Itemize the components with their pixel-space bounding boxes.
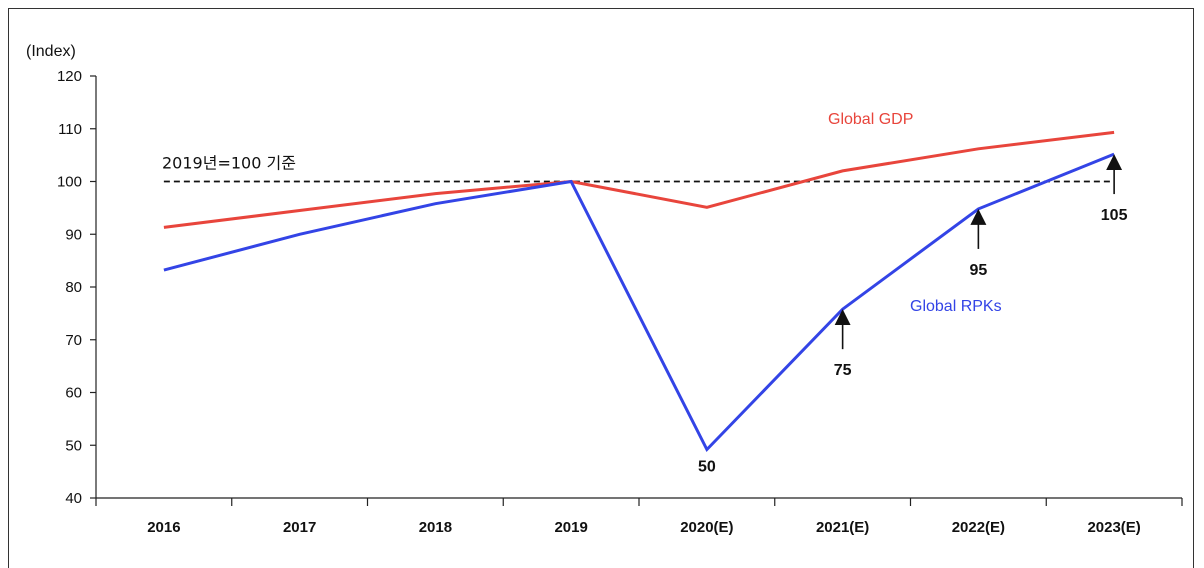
y-tick-label: 120 [57, 68, 82, 85]
x-tick-label: 2019 [554, 519, 587, 536]
global-rpks-line [163, 152, 1115, 453]
global-gdp-legend-label: Global GDP [828, 111, 913, 128]
series-layer: Global GDP Global RPKs [163, 111, 1115, 453]
data-label: 105 [1101, 207, 1128, 224]
axes: 40 50 60 70 80 90 100 110 120 2016 2017 2018 2019 202… [57, 68, 1183, 536]
reference-line-group: 2019년=100 기준 [162, 154, 1115, 183]
y-tick-label: 70 [65, 332, 82, 349]
y-tick-label: 80 [65, 279, 82, 296]
chart-frame [8, 8, 1194, 568]
x-tick-label: 2016 [147, 519, 180, 536]
y-tick-label: 110 [58, 121, 82, 138]
y-axis-unit-label: (Index) [26, 43, 76, 60]
x-tick-label: 2017 [283, 519, 316, 536]
y-tick-label: 90 [65, 226, 82, 243]
global-gdp-line [163, 130, 1115, 229]
x-tick-label: 2020(E) [680, 519, 733, 536]
y-tick-label: 60 [65, 385, 82, 402]
x-tick-label: 2022(E) [952, 519, 1005, 536]
global-rpks-legend-label: Global RPKs [910, 298, 1002, 315]
x-tick-label: 2018 [419, 519, 452, 536]
data-label: 50 [698, 458, 716, 475]
y-tick-label: 100 [57, 174, 82, 191]
data-label: 95 [969, 262, 987, 279]
x-tick-label: 2023(E) [1087, 519, 1140, 536]
header-strip [0, 0, 1204, 8]
data-label: 75 [834, 362, 852, 379]
y-tick-label: 50 [65, 437, 82, 454]
y-tick-label: 40 [65, 490, 82, 507]
reference-line-label: 2019년=100 기준 [162, 154, 296, 173]
annotation-layer: 50 75 95 105 [698, 154, 1128, 475]
x-tick-label: 2021(E) [816, 519, 869, 536]
